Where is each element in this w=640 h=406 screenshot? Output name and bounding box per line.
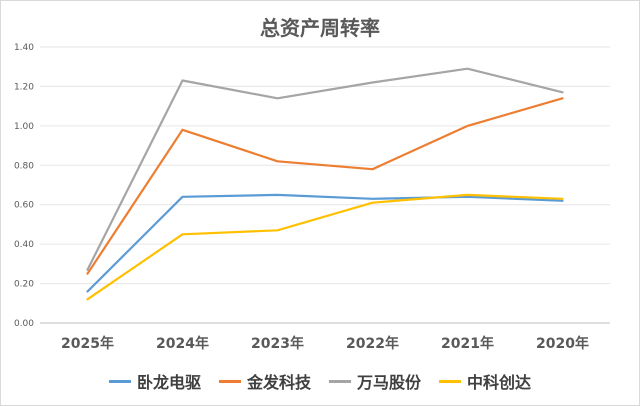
legend-swatch	[439, 379, 462, 383]
y-axis: 0.00 0.20 0.40 0.60 0.80 1.00 1.20 1.40	[14, 43, 34, 329]
legend-swatch	[218, 379, 241, 383]
x-tick-label: 2023年	[251, 335, 304, 352]
legend: 卧龙电驱 金发科技 万马股份 中科创达	[0, 369, 640, 393]
series-lines	[86, 67, 564, 301]
series-line-1	[86, 193, 564, 293]
legend-item-4: 中科创达	[439, 369, 531, 393]
x-axis: 2025年 2024年 2023年 2022年 2021年 2020年	[61, 335, 589, 352]
legend-swatch	[108, 379, 131, 383]
series-line-4	[86, 193, 564, 301]
x-tick-label: 2022年	[346, 335, 399, 352]
y-tick-label: 1.40	[14, 43, 34, 53]
series-line-3	[86, 67, 564, 271]
y-tick-label: 0.00	[14, 319, 34, 329]
y-tick-label: 0.80	[14, 161, 34, 171]
legend-item-3: 万马股份	[329, 369, 421, 393]
y-tick-label: 0.20	[14, 280, 34, 290]
y-tick-label: 1.00	[14, 122, 34, 132]
x-tick-label: 2025年	[61, 335, 114, 352]
legend-label: 中科创达	[467, 373, 532, 392]
series-line-2	[86, 97, 564, 275]
y-tick-label: 0.60	[14, 201, 34, 211]
legend-label: 万马股份	[357, 373, 422, 392]
y-tick-label: 0.40	[14, 240, 34, 250]
legend-item-1: 卧龙电驱	[108, 369, 201, 393]
legend-swatch	[329, 379, 351, 383]
x-tick-label: 2024年	[156, 335, 209, 352]
chart-title: 总资产周转率	[260, 16, 380, 40]
x-tick-label: 2021年	[441, 335, 494, 352]
gridlines	[40, 46, 610, 324]
legend-label: 卧龙电驱	[136, 373, 201, 392]
legend-item-2: 金发科技	[218, 369, 311, 393]
y-tick-label: 1.20	[14, 82, 34, 92]
x-tick-label: 2020年	[536, 335, 589, 352]
legend-label: 金发科技	[246, 373, 311, 392]
